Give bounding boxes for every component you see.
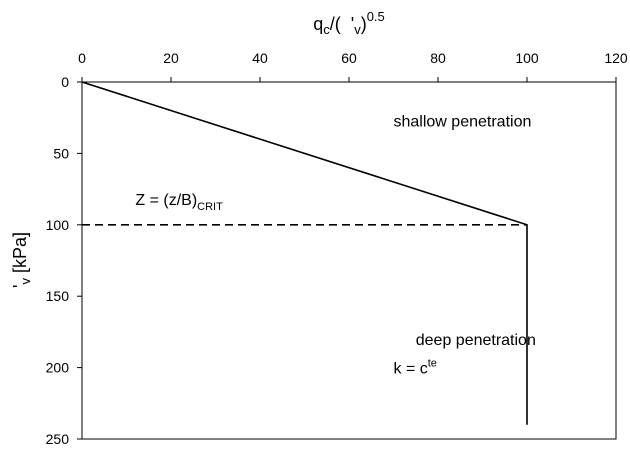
- annotation-z-crit-main: Z = (z/B): [135, 192, 197, 209]
- plot-area: [81, 81, 617, 440]
- x-tick-label: 120: [604, 50, 628, 66]
- x-tick-label: 20: [163, 50, 179, 66]
- x-tick-label: 40: [252, 50, 268, 66]
- annotation-k-sup: te: [428, 357, 437, 369]
- y-tick-label: 150: [46, 288, 70, 304]
- annotation-shallow-penetration: shallow penetration: [394, 113, 532, 130]
- x-tick-label: 60: [341, 50, 357, 66]
- annotation-k-constant: k = cte: [394, 357, 437, 377]
- x-tick-label: 100: [515, 50, 539, 66]
- y-tick-label: 200: [46, 360, 70, 376]
- y-axis-title-prime: ': [10, 285, 30, 288]
- annotation-z-crit-sub: CRIT: [197, 201, 223, 213]
- x-tick-label: 0: [78, 50, 86, 66]
- x-axis-title-exp: 0.5: [367, 9, 385, 24]
- y-tick-label: 50: [53, 145, 69, 161]
- x-axis-title-close: ): [361, 14, 367, 34]
- x-axis-title: qc/( 'v)0.5: [313, 9, 385, 37]
- series-layer: [81, 81, 528, 425]
- y-tick-label: 0: [61, 74, 69, 90]
- y-axis-title: 'v [kPa]: [10, 232, 33, 288]
- x-axis-title-q: q: [313, 14, 323, 34]
- y-axis-title-sub-v: v: [18, 278, 33, 285]
- y-axis: 0 50 100 150 200 250: [46, 74, 82, 447]
- x-axis-title-mid: /(: [330, 14, 341, 34]
- annotation-deep-penetration: deep penetration: [416, 332, 536, 349]
- x-axis: 0 20 40 60 80 100 120: [78, 50, 628, 82]
- x-axis-title-sub-c: c: [323, 22, 330, 37]
- y-tick-label: 100: [46, 217, 70, 233]
- y-tick-label: 250: [46, 431, 70, 447]
- y-axis-title-unit: [kPa]: [10, 232, 30, 278]
- annotation-k-main: k = c: [394, 360, 428, 377]
- x-axis-title-prime: ': [351, 14, 354, 34]
- annotation-z-crit: Z = (z/B)CRIT: [135, 192, 223, 213]
- x-axis-title-sub-v: v: [354, 22, 361, 37]
- x-tick-label: 80: [430, 50, 446, 66]
